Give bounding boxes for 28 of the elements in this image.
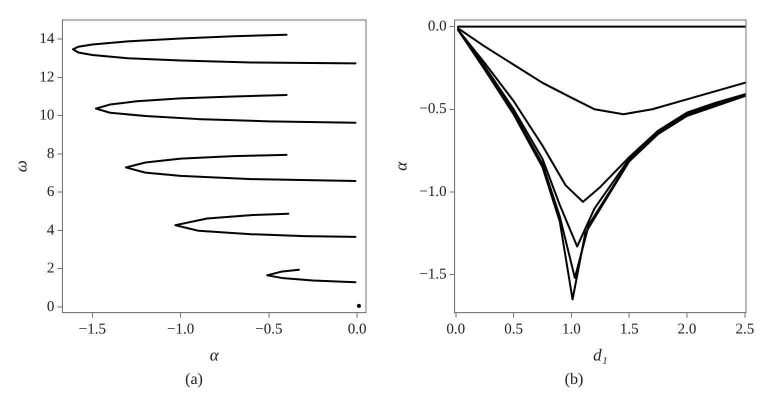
y-tick-label: 2 [46, 260, 54, 277]
y-tick-label: −1.0 [419, 184, 447, 200]
x-axis-title: d₁ [593, 345, 608, 364]
y-tick-label: 14 [39, 31, 55, 48]
x-tick-label: −0.5 [255, 322, 283, 338]
x-tick-label: 0.0 [446, 322, 466, 338]
x-axis-title: α [210, 345, 220, 364]
x-tick-label: 0.5 [504, 322, 523, 338]
y-tick-label: 6 [46, 184, 55, 200]
y-tick-label: 8 [46, 146, 54, 162]
y-tick-label: 12 [39, 69, 54, 86]
y-axis-title: ω [12, 160, 31, 172]
text: (a) [184, 370, 204, 390]
x-tick-label: −1.5 [78, 322, 106, 338]
text: (b) [564, 370, 584, 390]
x-tick-label: 1.5 [620, 322, 639, 338]
y-tick-label: 0 [46, 298, 54, 315]
x-tick-label: 2.0 [678, 322, 696, 338]
x-tick-label: 1.0 [562, 322, 581, 338]
y-tick-label: 4 [46, 222, 55, 238]
y-tick-label: 0.0 [428, 18, 447, 35]
x-tick-label: 2.5 [735, 322, 754, 338]
y-tick-label: −0.5 [419, 101, 447, 118]
y-axis-title: α [392, 160, 411, 171]
y-tick-label: −1.5 [419, 266, 447, 283]
y-tick-label: 10 [39, 108, 54, 124]
x-tick-label: 0.0 [348, 322, 367, 338]
x-tick-label: −1.0 [167, 322, 194, 338]
